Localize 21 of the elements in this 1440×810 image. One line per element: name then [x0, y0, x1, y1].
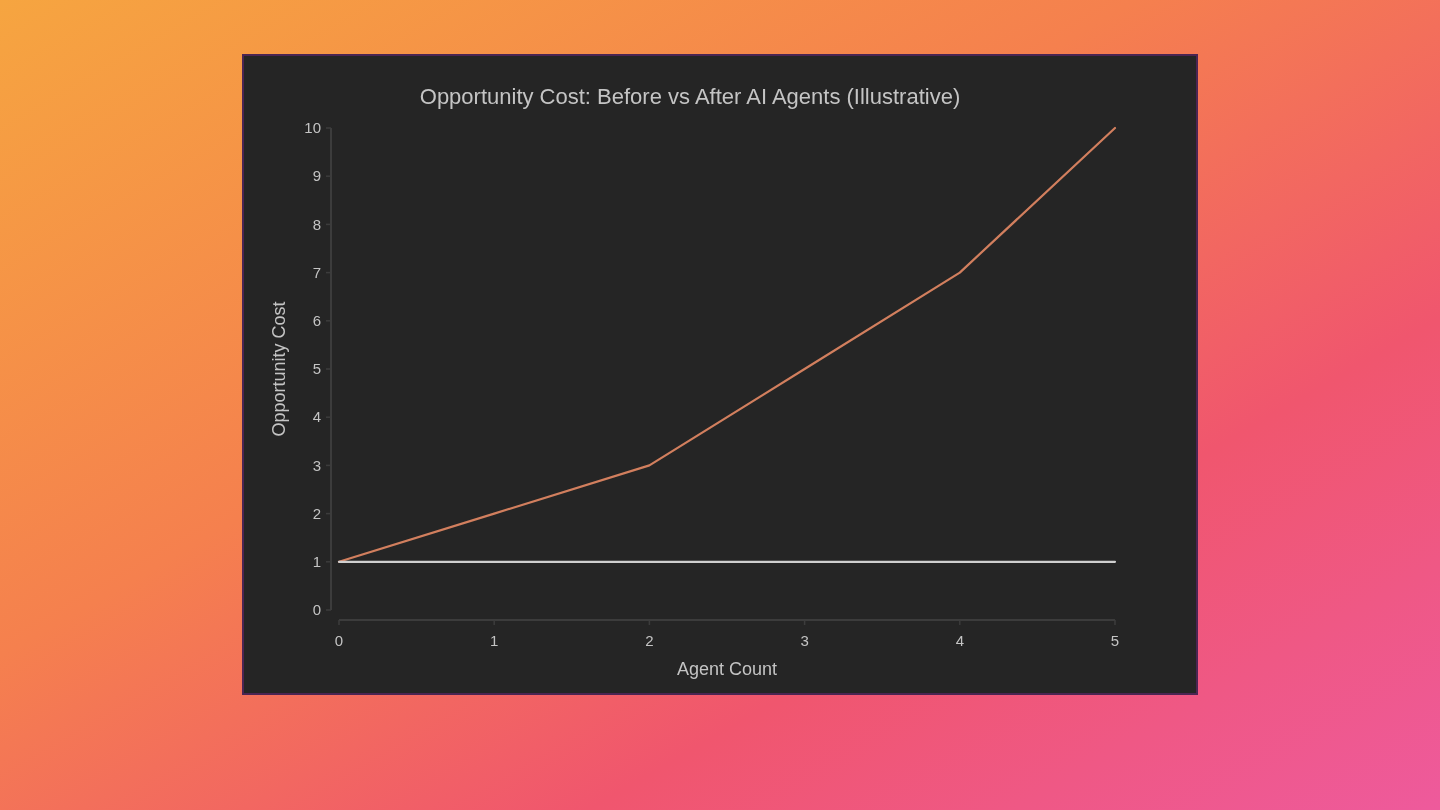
x-tick-label: 4 [955, 632, 964, 649]
line-series [337, 126, 1117, 563]
y-tick-label: 5 [312, 360, 321, 378]
y-tick-label: 3 [312, 456, 321, 474]
y-tick-label: 0 [312, 601, 321, 619]
y-axis-title: Opportunity Cost [269, 301, 289, 437]
y-tick-label: 9 [312, 167, 321, 185]
x-tick-label: 1 [490, 632, 499, 649]
y-tick-label: 8 [312, 215, 321, 233]
chart-title: Opportunity Cost: Before vs After AI Agents (Illustrative) [419, 84, 961, 109]
x-tick-label: 3 [800, 632, 809, 649]
x-axis-title: Agent Count [676, 659, 778, 679]
y-tick-label: 6 [312, 312, 321, 330]
x-tick-label: 5 [1110, 632, 1120, 649]
x-tick-label: 2 [645, 632, 654, 649]
y-tick-label: 2 [312, 504, 321, 522]
x-tick-label: 0 [334, 632, 344, 649]
y-tick-label: 4 [312, 408, 321, 426]
y-tick-label: 10 [304, 119, 321, 137]
y-tick-label: 1 [312, 553, 321, 571]
y-tick-label: 7 [312, 263, 321, 281]
